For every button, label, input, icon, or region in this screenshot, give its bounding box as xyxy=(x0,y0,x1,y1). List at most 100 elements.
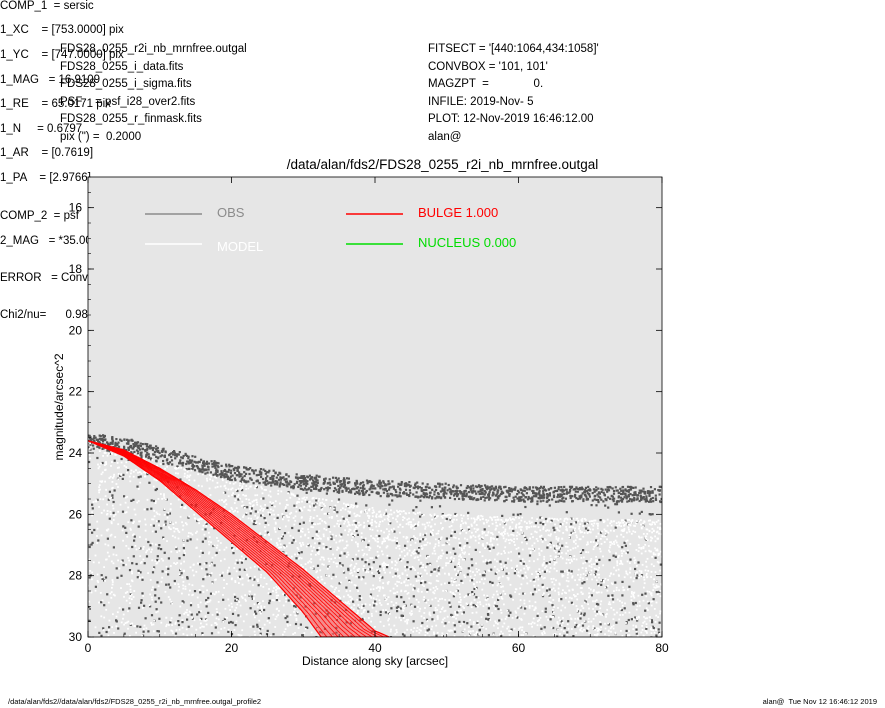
model-point xyxy=(528,547,530,550)
model-point xyxy=(508,542,511,545)
model-point xyxy=(650,576,652,578)
model-point xyxy=(543,538,546,540)
model-point xyxy=(496,623,499,625)
model-point xyxy=(559,665,561,667)
model-point xyxy=(386,545,389,548)
model-point xyxy=(182,524,185,527)
obs-point xyxy=(297,664,299,666)
obs-point xyxy=(256,664,258,666)
obs-point xyxy=(412,644,414,646)
model-point xyxy=(361,549,364,551)
obs-point xyxy=(542,492,545,495)
obs-point xyxy=(510,487,513,490)
model-point xyxy=(275,589,277,591)
obs-point xyxy=(117,445,121,448)
obs-point xyxy=(528,486,531,489)
obs-point xyxy=(106,658,108,660)
obs-point xyxy=(301,476,304,480)
model-point xyxy=(216,638,218,640)
obs-point xyxy=(264,521,267,524)
obs-point xyxy=(634,567,637,571)
model-point xyxy=(304,568,307,571)
obs-point xyxy=(643,645,645,647)
model-point xyxy=(127,610,129,613)
model-point xyxy=(541,632,543,635)
model-point xyxy=(104,480,106,483)
obs-point xyxy=(214,626,217,629)
model-point xyxy=(117,473,120,475)
model-point xyxy=(561,635,563,637)
obs-point xyxy=(256,480,259,483)
obs-point xyxy=(106,449,109,452)
model-point xyxy=(120,587,122,589)
obs-point xyxy=(557,550,561,553)
model-point xyxy=(277,537,280,540)
model-point xyxy=(352,608,355,611)
obs-point xyxy=(543,626,546,629)
obs-point xyxy=(568,491,571,494)
obs-point xyxy=(233,472,237,475)
model-point xyxy=(207,540,210,543)
model-point xyxy=(441,635,443,637)
model-point xyxy=(502,526,505,529)
obs-point xyxy=(282,483,285,486)
obs-point xyxy=(163,551,166,554)
obs-point xyxy=(263,517,266,520)
model-point xyxy=(177,529,180,532)
model-point xyxy=(570,645,572,647)
obs-point xyxy=(229,620,233,624)
obs-point xyxy=(417,552,420,555)
model-point xyxy=(198,522,200,525)
model-point xyxy=(300,508,303,511)
obs-point xyxy=(135,449,139,452)
obs-point xyxy=(429,604,432,607)
obs-point xyxy=(105,630,108,634)
model-point xyxy=(551,641,553,643)
obs-point xyxy=(403,484,406,487)
obs-point xyxy=(254,510,257,513)
obs-point xyxy=(452,484,455,487)
obs-point xyxy=(215,469,218,472)
obs-point xyxy=(260,475,263,479)
model-point xyxy=(285,594,288,596)
obs-point xyxy=(237,498,240,501)
obs-point xyxy=(113,459,116,462)
model-point xyxy=(273,527,276,529)
model-point xyxy=(458,561,460,564)
model-point xyxy=(576,659,578,661)
obs-point xyxy=(612,489,616,493)
obs-point xyxy=(361,617,364,621)
obs-point xyxy=(550,519,553,522)
obs-point xyxy=(397,605,400,608)
obs-point xyxy=(264,479,267,482)
obs-point xyxy=(320,486,323,490)
obs-point xyxy=(255,474,258,477)
model-point xyxy=(488,559,491,562)
obs-point xyxy=(347,487,350,490)
model-point xyxy=(471,612,474,614)
header-left-line: FDS28_0255_r2i_nb_mrnfree.outgal xyxy=(60,43,247,55)
obs-point xyxy=(154,600,157,603)
model-point xyxy=(124,511,127,514)
model-point xyxy=(112,613,114,616)
model-point xyxy=(336,515,338,517)
model-point xyxy=(337,520,339,522)
model-point xyxy=(642,533,645,535)
model-point xyxy=(475,524,478,526)
model-point xyxy=(231,508,234,511)
model-point xyxy=(346,602,349,605)
model-point xyxy=(401,526,404,528)
obs-point xyxy=(459,484,463,487)
model-point xyxy=(228,510,231,512)
obs-point xyxy=(561,666,563,668)
obs-point xyxy=(454,512,457,516)
obs-point xyxy=(158,544,161,547)
obs-point xyxy=(154,588,157,591)
model-point xyxy=(608,635,610,637)
obs-point xyxy=(295,481,298,485)
model-point xyxy=(468,655,470,657)
obs-point xyxy=(220,471,223,474)
model-point xyxy=(219,646,221,648)
obs-point xyxy=(472,490,475,493)
obs-point xyxy=(627,493,630,496)
